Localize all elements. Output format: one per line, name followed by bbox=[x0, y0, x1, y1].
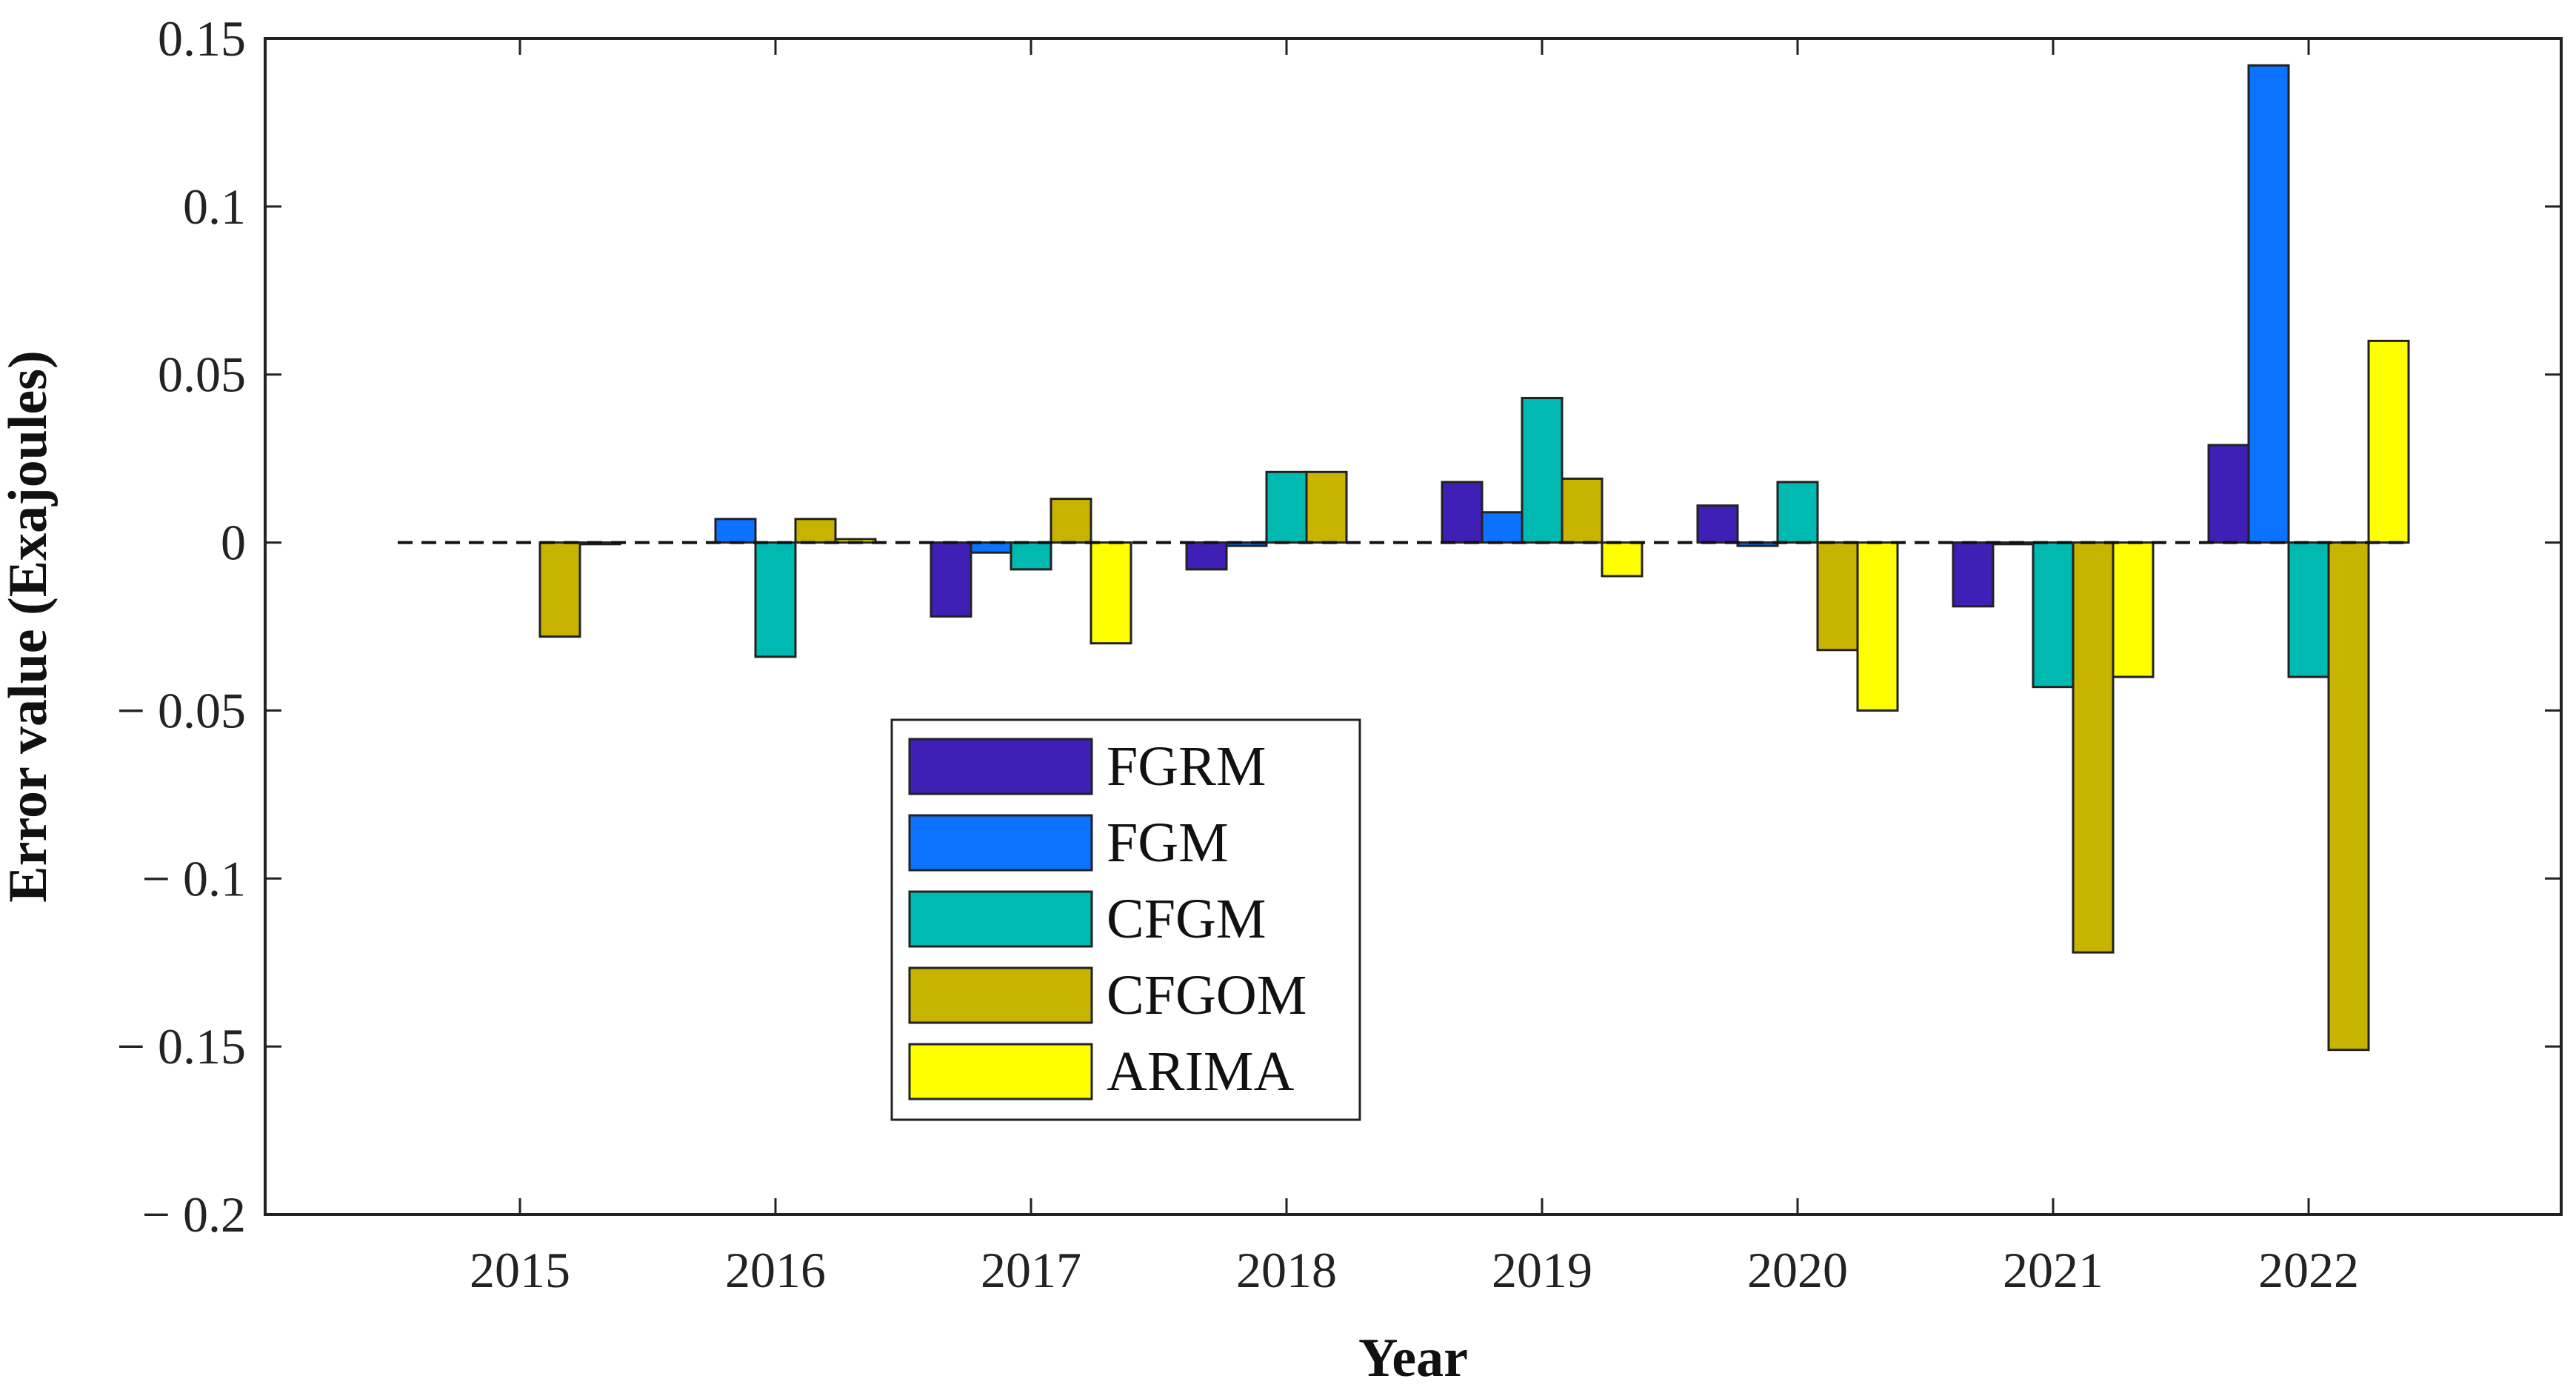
plot-frame bbox=[264, 37, 2563, 1216]
x-axis: 2015 2016 2017 2018 2019 2020 2021 2022 bbox=[470, 39, 2359, 1298]
bar-fgrm-2019 bbox=[1441, 481, 1484, 544]
x-tick-label: 2015 bbox=[470, 1242, 570, 1298]
y-tick-label: 0.05 bbox=[158, 347, 246, 403]
x-tick-label: 2017 bbox=[981, 1242, 1081, 1298]
bar-cfgom-2017 bbox=[1050, 498, 1092, 544]
bar-fgm-2022 bbox=[2247, 64, 2290, 544]
y-tick-label: − 0.05 bbox=[117, 682, 246, 738]
plot-area bbox=[398, 64, 2410, 1052]
y-axis: 0.15 0.1 0.05 0 − 0.05 − 0.1 − 0.15 − 0.2 bbox=[117, 10, 2561, 1243]
legend-label-cfgm: CFGM bbox=[1107, 888, 1266, 950]
legend-label-fgrm: FGRM bbox=[1107, 735, 1266, 798]
y-tick-label: 0 bbox=[221, 515, 246, 571]
bar-cfgm-2017 bbox=[1010, 541, 1052, 571]
x-tick-label: 2020 bbox=[1747, 1242, 1848, 1298]
legend-label-cfgom: CFGOM bbox=[1107, 964, 1307, 1026]
bar-arima-2021 bbox=[2112, 541, 2155, 678]
bar-fgm-2018 bbox=[1225, 541, 1268, 547]
bar-arima-2019 bbox=[1601, 541, 1644, 578]
bar-cfgom-2015 bbox=[538, 541, 581, 638]
bar-arima-2017 bbox=[1090, 541, 1132, 645]
legend-swatch-cfgm bbox=[908, 890, 1093, 948]
bar-fgrm-2022 bbox=[2207, 444, 2250, 544]
x-tick-label: 2021 bbox=[2003, 1242, 2103, 1298]
bar-arima-2020 bbox=[1856, 541, 1899, 712]
bar-fgrm-2018 bbox=[1185, 541, 1228, 571]
bar-fgrm-2020 bbox=[1696, 504, 1739, 544]
bar-cfgom-2021 bbox=[2072, 541, 2115, 954]
bar-fgm-2016 bbox=[714, 518, 757, 544]
bar-cfgm-2020 bbox=[1776, 481, 1819, 544]
legend: FGRM FGM CFGM CFGOM ARIMA bbox=[890, 718, 1361, 1121]
bar-fgrm-2017 bbox=[930, 541, 972, 618]
x-tick-label: 2022 bbox=[2258, 1242, 2359, 1298]
bar-cfgm-2022 bbox=[2287, 541, 2330, 678]
bar-cfgm-2019 bbox=[1521, 396, 1564, 544]
bar-cfgom-2022 bbox=[2327, 541, 2370, 1052]
bar-fgm-2017 bbox=[970, 541, 1012, 554]
bar-arima-2022 bbox=[2367, 339, 2410, 544]
legend-label-arima: ARIMA bbox=[1107, 1040, 1294, 1103]
y-tick-label: − 0.15 bbox=[117, 1018, 246, 1075]
bar-cfgom-2020 bbox=[1816, 541, 1859, 652]
y-tick-label: 0.1 bbox=[183, 178, 246, 235]
legend-label-fgm: FGM bbox=[1107, 812, 1229, 874]
y-tick-label: 0.15 bbox=[158, 10, 246, 67]
bar-fgm-2019 bbox=[1481, 511, 1524, 544]
bar-fgrm-2021 bbox=[1952, 541, 1995, 608]
x-tick-label: 2016 bbox=[725, 1242, 826, 1298]
x-tick-label: 2018 bbox=[1236, 1242, 1337, 1298]
y-tick-label: − 0.1 bbox=[142, 850, 246, 906]
bar-cfgom-2016 bbox=[794, 518, 837, 544]
x-axis-label: Year bbox=[1358, 1328, 1468, 1389]
y-tick-label: − 0.2 bbox=[142, 1186, 246, 1243]
bar-cfgm-2016 bbox=[754, 541, 797, 658]
y-axis-label: Error value (Exajoules) bbox=[0, 350, 59, 902]
legend-swatch-arima bbox=[908, 1043, 1093, 1100]
x-tick-label: 2019 bbox=[1492, 1242, 1592, 1298]
bar-cfgm-2021 bbox=[2032, 541, 2075, 689]
legend-swatch-fgrm bbox=[908, 738, 1093, 795]
bar-cfgm-2018 bbox=[1265, 470, 1308, 544]
legend-swatch-fgm bbox=[908, 814, 1093, 872]
bar-cfgom-2018 bbox=[1305, 470, 1348, 544]
legend-swatch-cfgom bbox=[908, 966, 1093, 1024]
bar-cfgom-2019 bbox=[1561, 477, 1604, 544]
